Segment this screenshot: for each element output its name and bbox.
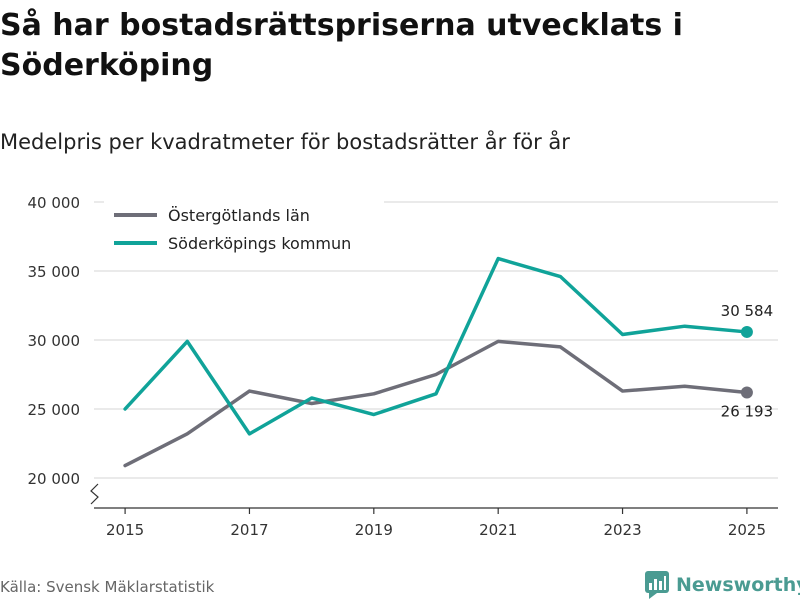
- x-tick-label: 2015: [106, 521, 144, 539]
- axis-break-marker: [90, 483, 99, 505]
- x-tick-label: 2025: [728, 521, 766, 539]
- legend-background: [104, 200, 384, 260]
- series-line-lan: [123, 339, 749, 468]
- x-tick-label: 2017: [230, 521, 268, 539]
- legend-label-lan: Östergötlands län: [168, 206, 310, 225]
- y-tick-label: 25 000: [28, 401, 81, 419]
- y-tick-label: 35 000: [28, 263, 81, 281]
- legend-label-kommun: Söderköpings kommun: [168, 234, 351, 253]
- end-label-kommun: 30 584: [721, 302, 774, 320]
- y-tick-label: 30 000: [28, 332, 81, 350]
- chart-title: Så har bostadsrättspriserna utvecklats i…: [0, 8, 683, 83]
- x-tick-label: 2023: [603, 521, 641, 539]
- x-tick-label: 2021: [479, 521, 517, 539]
- x-tick-label: 2019: [355, 521, 393, 539]
- data-point-kommun: [740, 325, 753, 338]
- newsworthy-logo-icon: [645, 571, 669, 599]
- data-point-lan: [740, 386, 753, 399]
- brand-logo: Newsworthy: [644, 570, 800, 600]
- y-tick-label: 40 000: [28, 194, 81, 212]
- y-tick-label: 20 000: [28, 470, 81, 488]
- source-note: Källa: Svensk Mäklarstatistik: [0, 578, 215, 596]
- axes: 20 000 25 000 30 000 35 000 40 000 2015 2017 20…: [28, 194, 778, 539]
- legend: Östergötlands län Söderköpings kommun: [104, 200, 384, 260]
- chart-subtitle: Medelpris per kvadratmeter för bostadsrä…: [0, 130, 570, 154]
- end-label-lan: 26 193: [721, 403, 774, 421]
- series-lines: 26 193 30 584: [123, 256, 774, 468]
- series-line-kommun: [123, 256, 749, 436]
- brand-name: Newsworthy: [676, 574, 800, 596]
